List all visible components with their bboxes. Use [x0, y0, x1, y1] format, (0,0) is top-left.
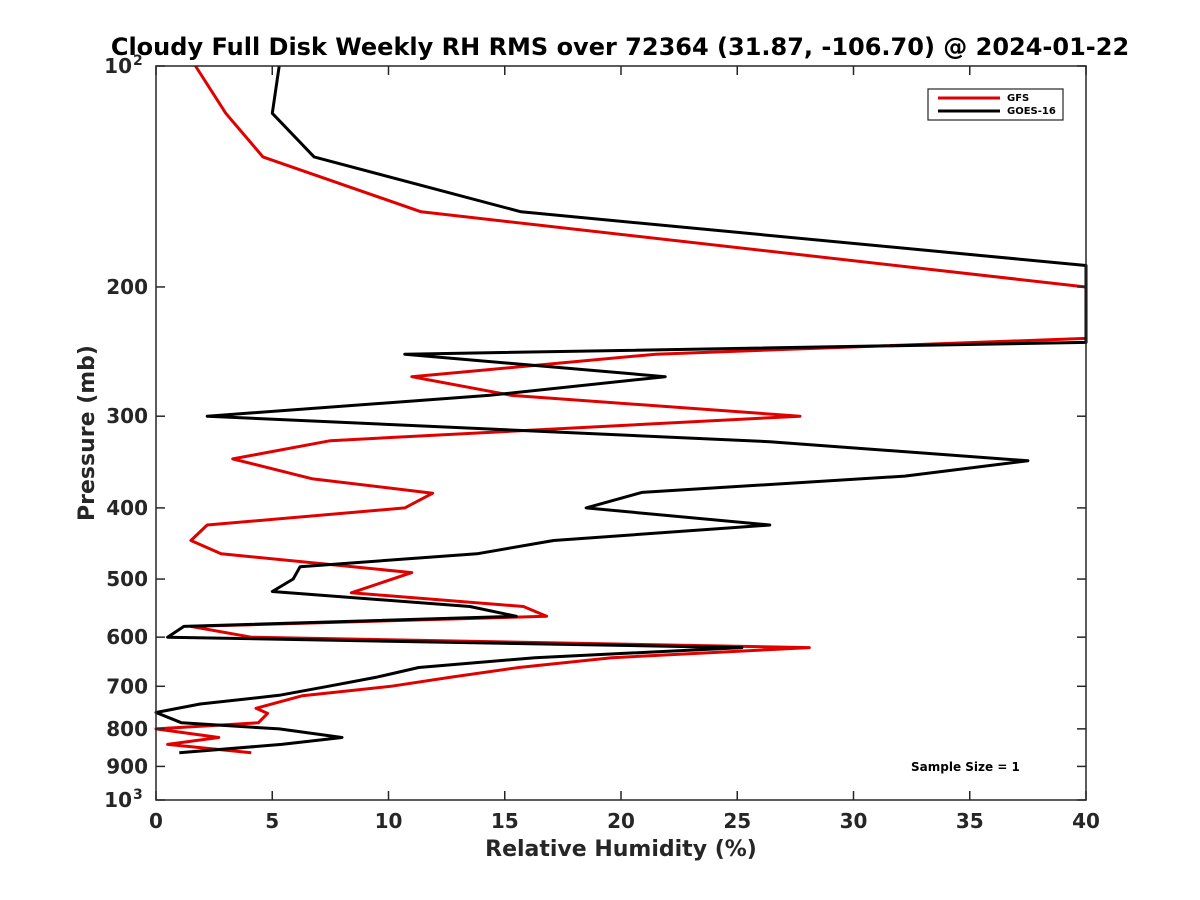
x-tick-label: 0	[149, 809, 163, 833]
x-tick-label: 15	[491, 809, 519, 833]
x-tick-label: 20	[607, 809, 635, 833]
series-line-gfs	[154, 65, 1088, 755]
x-tick-label: 30	[840, 809, 868, 833]
y-tick-label: 10	[104, 54, 132, 78]
y-tick-label: 300	[106, 404, 148, 428]
y-tick-label: 400	[106, 496, 148, 520]
chart-title: Cloudy Full Disk Weekly RH RMS over 7236…	[111, 33, 1129, 61]
series-layer	[154, 65, 1088, 755]
y-tick-label: 10	[104, 788, 132, 812]
x-tick-label: 40	[1072, 809, 1100, 833]
y-tick-label: 600	[106, 625, 148, 649]
y-tick-label: 700	[106, 674, 148, 698]
y-axis-label: Pressure (mb)	[75, 345, 100, 521]
legend: GFS GOES-16	[927, 88, 1064, 121]
legend-box	[927, 88, 1064, 121]
series-line-goes16	[154, 65, 1088, 755]
plot-area: 0 5 10 15 20 25 30 35 40 10 220030040050060070080…	[104, 53, 1100, 833]
x-tick-label: 10	[375, 809, 403, 833]
x-tick-label: 35	[956, 809, 984, 833]
legend-label-gfs: GFS	[1007, 93, 1029, 104]
x-axis-label: Relative Humidity (%)	[485, 837, 757, 862]
x-tick-label: 25	[723, 809, 751, 833]
y-tick-label: 900	[106, 754, 148, 778]
y-tick-label: 800	[106, 717, 148, 741]
sample-size-annotation: Sample Size = 1	[911, 760, 1020, 774]
y-tick-label: 200	[106, 275, 148, 299]
x-axis: 0 5 10 15 20 25 30 35 40	[149, 66, 1100, 833]
legend-label-goes16: GOES-16	[1007, 106, 1056, 117]
x-tick-label: 5	[265, 809, 279, 833]
y-tick-label-exponent: 3	[133, 787, 143, 803]
y-tick-label-exponent: 2	[133, 53, 143, 69]
y-tick-label: 500	[106, 567, 148, 591]
